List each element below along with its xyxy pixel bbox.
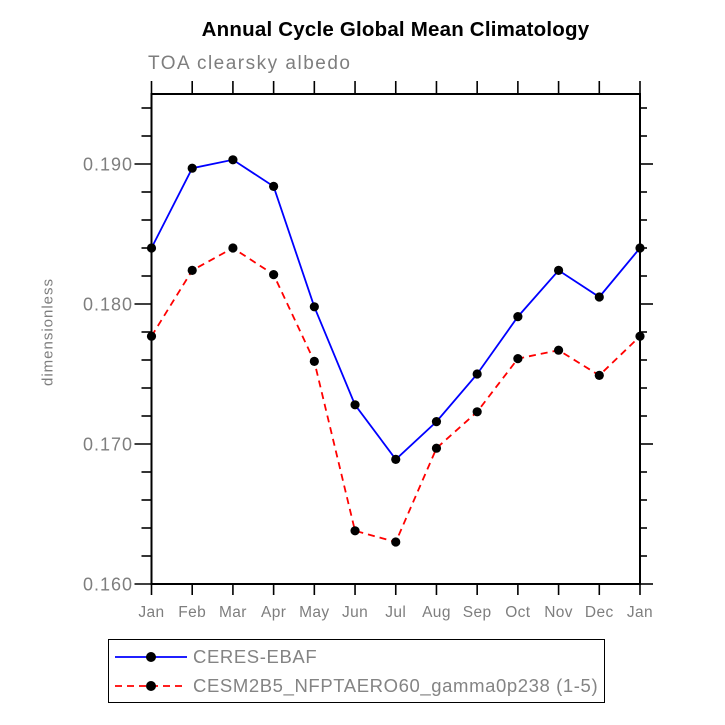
y-tick-label: 0.170 (83, 435, 133, 455)
x-tick-label: Apr (261, 604, 286, 621)
legend-label-series2: CESM2B5_NFPTAERO60_gamma0p238 (1-5) (193, 674, 599, 696)
data-point-marker (513, 354, 523, 364)
x-tick-label: Aug (422, 604, 451, 621)
x-tick-label: Jan (138, 604, 164, 621)
x-tick-label: Jun (342, 604, 368, 621)
data-point-marker (309, 356, 319, 366)
data-point-marker (431, 417, 442, 427)
chart-subtitle: TOA clearsky albedo (148, 53, 352, 74)
plot-frame (150, 93, 641, 585)
y-ticks (134, 107, 653, 585)
data-point-marker (513, 312, 523, 322)
x-tick-labels: Jan Feb Mar Apr May Jun Jul Aug Sep Oct Nov Dec Jan (138, 604, 653, 621)
x-tick-label: May (299, 604, 329, 621)
x-tick-label: Mar (219, 604, 247, 621)
series-2 (146, 243, 645, 547)
data-point-marker (391, 454, 401, 464)
legend-line-sample-solid (115, 651, 187, 662)
x-tick-label: Oct (505, 604, 531, 621)
data-point-marker (228, 243, 238, 253)
data-point-marker (309, 302, 319, 312)
y-tick-label: 0.180 (83, 295, 133, 315)
data-point-marker (553, 345, 564, 355)
data-point-marker (269, 270, 279, 280)
legend-line-sample-dashed (115, 680, 187, 691)
x-ticks (150, 81, 641, 595)
data-point-marker (350, 400, 360, 410)
data-point-marker (472, 407, 482, 417)
y-tick-label: 0.190 (83, 155, 133, 175)
data-point-marker (187, 265, 197, 275)
data-point-marker (553, 265, 564, 275)
x-tick-label: Sep (463, 604, 492, 621)
series-line (150, 246, 641, 544)
legend-label-series1: CERES-EBAF (193, 645, 318, 667)
data-point-marker (431, 443, 442, 453)
data-point-marker (350, 526, 360, 536)
y-tick-label: 0.160 (83, 575, 133, 595)
legend-item-series1: CERES-EBAF (109, 642, 604, 671)
data-point-marker (635, 331, 645, 341)
x-tick-label: Feb (178, 604, 206, 621)
x-tick-label: Nov (544, 604, 573, 621)
y-tick-labels: 0.160 0.170 0.180 0.190 (83, 155, 133, 595)
data-point-marker (635, 243, 645, 253)
data-point-marker (269, 181, 279, 191)
data-point-marker (594, 370, 604, 380)
series-line (150, 158, 641, 461)
data-point-marker (146, 331, 157, 341)
legend-item-series2: CESM2B5_NFPTAERO60_gamma0p238 (1-5) (109, 671, 604, 700)
legend: CERES-EBAF CESM2B5_NFPTAERO60_gamma0p238… (108, 639, 605, 703)
data-point-marker (146, 243, 157, 253)
data-point-marker (228, 155, 238, 165)
x-tick-label: Jan (627, 604, 653, 621)
x-tick-label: Jul (385, 604, 406, 621)
data-point-marker (391, 537, 401, 547)
data-point-marker (472, 369, 482, 379)
chart-title: Annual Cycle Global Mean Climatology (201, 18, 590, 41)
series-1 (146, 155, 645, 464)
x-tick-label: Dec (585, 604, 614, 621)
data-point-marker (594, 292, 604, 302)
data-point-marker (187, 163, 197, 173)
